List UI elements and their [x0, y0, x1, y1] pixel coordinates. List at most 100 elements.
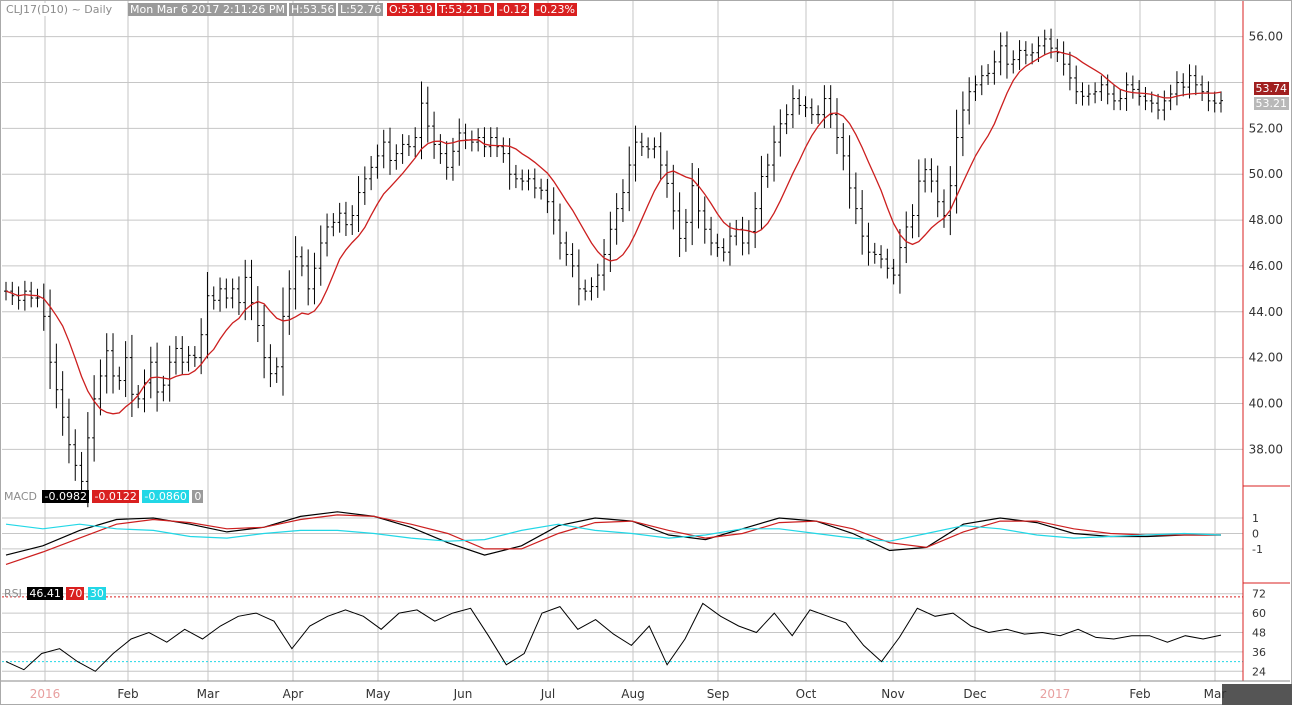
price-bar — [173, 336, 178, 375]
price-bar — [765, 153, 770, 188]
price-bar — [627, 146, 632, 212]
macd-title: MACD — [4, 490, 37, 503]
price-bar — [1093, 82, 1098, 104]
price-bar — [822, 85, 827, 129]
x-tick-label: Aug — [621, 687, 644, 701]
price-bar — [589, 277, 594, 301]
price-bar — [1099, 75, 1104, 101]
price-bar — [935, 165, 940, 218]
price-bar — [488, 127, 493, 158]
price-bar — [343, 201, 348, 237]
price-bar — [828, 85, 833, 129]
price-bar — [1011, 50, 1016, 74]
price-bar — [98, 359, 103, 416]
macd-tick-label: 1 — [1252, 512, 1259, 525]
price-bar — [633, 125, 638, 182]
price-bar — [425, 86, 430, 143]
price-bar — [551, 187, 556, 235]
price-bar — [816, 105, 821, 124]
price-bar — [910, 204, 915, 239]
rsi-title: RSI — [4, 587, 22, 600]
price-bar — [557, 203, 562, 260]
price-bar — [1086, 84, 1091, 106]
price-bar — [526, 169, 531, 191]
price-bar — [29, 281, 34, 308]
price-bar — [570, 243, 575, 278]
rsi-value: 46.41 — [27, 587, 63, 600]
macd-series-2 — [5, 514, 1221, 565]
change-label: -0.12 — [497, 3, 530, 16]
price-bar — [287, 270, 292, 335]
price-bar — [772, 125, 777, 182]
price-bar — [671, 164, 676, 230]
price-tick-label: 56.00 — [1249, 30, 1283, 44]
price-bar — [1187, 64, 1192, 99]
price-bar — [268, 344, 273, 388]
price-bar — [803, 96, 808, 118]
price-bar — [646, 137, 651, 159]
price-bar — [652, 137, 657, 159]
price-bar — [1042, 29, 1047, 56]
price-bar — [1156, 93, 1161, 120]
rsi-tick-label: 36 — [1252, 646, 1266, 659]
price-bar — [406, 135, 411, 157]
moving-average-line — [5, 50, 1222, 415]
price-bar — [1074, 65, 1079, 105]
price-bar — [1004, 31, 1009, 79]
price-bar — [457, 118, 462, 166]
price-bar — [897, 229, 902, 294]
rsi-legend: RSI 46.41 70 30 — [4, 587, 106, 600]
price-bar — [318, 225, 323, 286]
price-bar — [545, 178, 550, 214]
price-tick-label: 46.00 — [1249, 259, 1283, 273]
price-bar — [891, 258, 896, 285]
price-bar — [205, 271, 210, 359]
ma-price-label: 53.74 — [1253, 82, 1289, 95]
x-tick-label: May — [366, 687, 391, 701]
price-bar — [249, 259, 254, 321]
price-bar — [847, 135, 852, 209]
price-bar — [450, 137, 455, 181]
price-bar — [520, 169, 525, 191]
price-bar — [721, 238, 726, 262]
x-tick-label: 2017 — [1040, 687, 1071, 701]
price-bar — [727, 222, 732, 266]
price-bar — [438, 134, 443, 164]
price-bar — [293, 236, 298, 310]
price-bar — [117, 366, 122, 390]
price-bar — [123, 341, 128, 398]
price-bar — [1143, 86, 1148, 111]
price-bar — [860, 190, 865, 255]
price-bar — [665, 150, 670, 198]
scroll-thumb — [1222, 684, 1292, 705]
rsi-series — [5, 602, 1222, 672]
price-bar — [513, 164, 518, 189]
price-bar — [614, 193, 619, 245]
price-bar — [1023, 41, 1028, 65]
price-bar — [1174, 71, 1179, 106]
macd-series-1 — [5, 511, 1221, 556]
price-bar — [230, 278, 235, 309]
macd-tick-label: -1 — [1252, 543, 1263, 556]
price-bar — [350, 205, 355, 235]
price-bar — [690, 162, 695, 246]
price-bar — [753, 192, 758, 249]
price-bar — [337, 202, 342, 233]
price-bar — [381, 129, 386, 169]
price-bar — [583, 279, 588, 301]
symbol-label: CLJ17(D10) ~ Daily — [4, 3, 115, 16]
price-bar — [54, 343, 59, 409]
price-bar — [885, 248, 890, 279]
x-tick-label: Mar — [197, 687, 220, 701]
price-bar — [224, 278, 229, 309]
price-bar — [362, 166, 367, 205]
price-bar — [929, 158, 934, 193]
price-bar — [576, 249, 581, 306]
price-bar — [469, 130, 474, 152]
x-tick-label: Feb — [117, 687, 138, 701]
price-bar — [280, 287, 285, 396]
price-bar — [960, 91, 965, 157]
price-bar — [1212, 91, 1217, 113]
price-bar — [1067, 51, 1072, 91]
price-bar — [186, 346, 191, 372]
